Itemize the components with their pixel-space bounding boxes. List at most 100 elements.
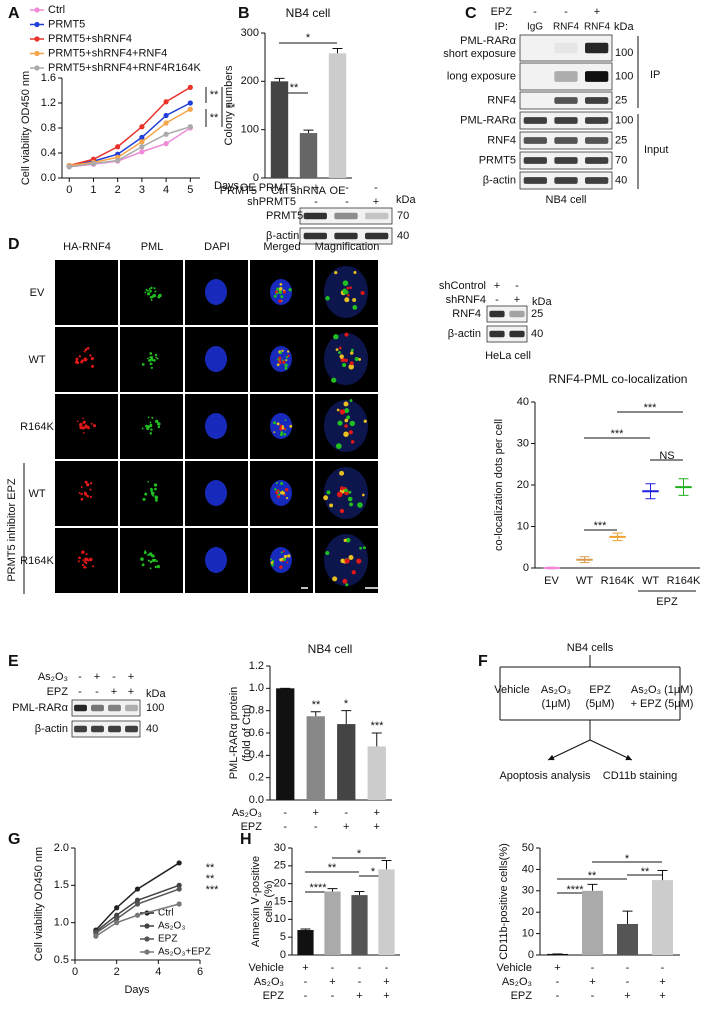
signal-dot [155,419,159,424]
bar [270,81,289,178]
signal-dot [289,424,293,428]
signal-dot [333,334,339,340]
signal-dot [150,490,153,493]
column-header: PML [141,241,164,253]
signal-dot [336,408,340,412]
signal-dot [276,287,280,291]
legend-marker [34,7,40,13]
y-tick-label: 40 [522,863,534,875]
signal-dot [78,492,81,494]
signal-dot [276,422,280,426]
blot-band [91,725,104,733]
signal-dot [79,422,83,427]
series-line [69,126,191,168]
signal-dot [150,299,153,301]
series-line [69,86,191,167]
y-tick-label: 1.2 [41,97,56,109]
signal-dot [150,362,153,365]
annotation: * [344,698,349,710]
treatment-label: Vehicle [494,684,529,696]
error-bar [657,869,668,881]
nucleus [205,279,227,305]
signal-dot [144,291,147,294]
blot-band [303,232,327,240]
signal-dot [86,346,90,350]
signal-dot [279,362,282,365]
data-point [176,860,182,866]
blot-band [585,97,609,104]
signal-dot [284,363,288,367]
error-bar [645,483,656,500]
x-tick-label: Ctrl [271,185,288,197]
blot-band-strip [71,720,141,738]
signal-dot [152,494,155,497]
legend-marker [144,949,150,955]
error-bar [381,859,392,870]
signal-dot [150,286,153,289]
signal-dot [150,487,153,490]
blot-sign: + [594,6,600,18]
signal-dot [342,288,347,293]
signal-dot [83,350,86,353]
treatment-sign: + [659,976,665,988]
output-label: CD11b staining [603,770,677,782]
blot-sign: - [564,6,568,18]
signal-dot [156,564,161,569]
signal-dot [279,351,283,355]
data-point [90,161,97,167]
blot-band [91,704,104,712]
ip-lane: IgG [527,22,543,33]
signal-dot [88,557,93,562]
signal-dot [270,558,272,561]
signal-dot [277,495,280,499]
signal-dot [287,554,291,558]
signal-dot [325,296,330,301]
signal-dot [336,491,343,498]
x-tick-label: WT [576,575,593,587]
bar [337,724,356,800]
kda-value: 25 [615,94,627,106]
signal-dot [342,578,348,584]
signal-dot [343,401,349,407]
annotation: * [625,853,630,865]
blot-band-strip [71,699,141,717]
y-axis-label: (fold of Ctrl) [241,704,253,761]
kda-value: 100 [615,47,633,59]
legend-label: Ctrl [48,4,65,16]
y-tick-label: 0 [528,949,534,961]
column-header: Magnification [315,241,380,253]
legend-marker [144,936,150,942]
signal-dot [92,424,97,428]
blot-sign: + [373,196,379,208]
treatment-sign: + [374,807,380,819]
annotation: * [371,866,376,878]
signal-dot [344,408,350,414]
annotation: ** [588,870,597,882]
signal-dot [349,361,354,366]
y-tick-label: 20 [522,906,534,918]
signal-dot [280,481,284,485]
signal-dot [362,546,366,550]
signal-dot [340,558,345,564]
blot-sign: - [95,686,99,698]
annotation: **** [566,884,584,896]
band-label: PRMT5 [479,154,516,166]
error-bar [371,732,382,747]
signal-dot [76,420,79,423]
blot-band [365,212,389,220]
signal-dot [356,558,362,564]
blot-row-label: shPRMT5 [247,196,296,208]
signal-dot [82,559,85,562]
x-tick-label: 5 [187,184,193,196]
signal-dot [344,358,348,363]
signal-dot [283,432,287,436]
ip-lane: RNF4 [584,22,611,33]
annotation: ** [641,866,650,878]
annotation: *** [206,884,220,896]
y-tick-label: 300 [241,27,259,39]
annotation: * [357,848,362,860]
signal-dot [89,482,93,485]
y-axis-label: Colony numbers [223,65,235,146]
signal-dot [141,427,144,430]
bar [297,930,314,955]
